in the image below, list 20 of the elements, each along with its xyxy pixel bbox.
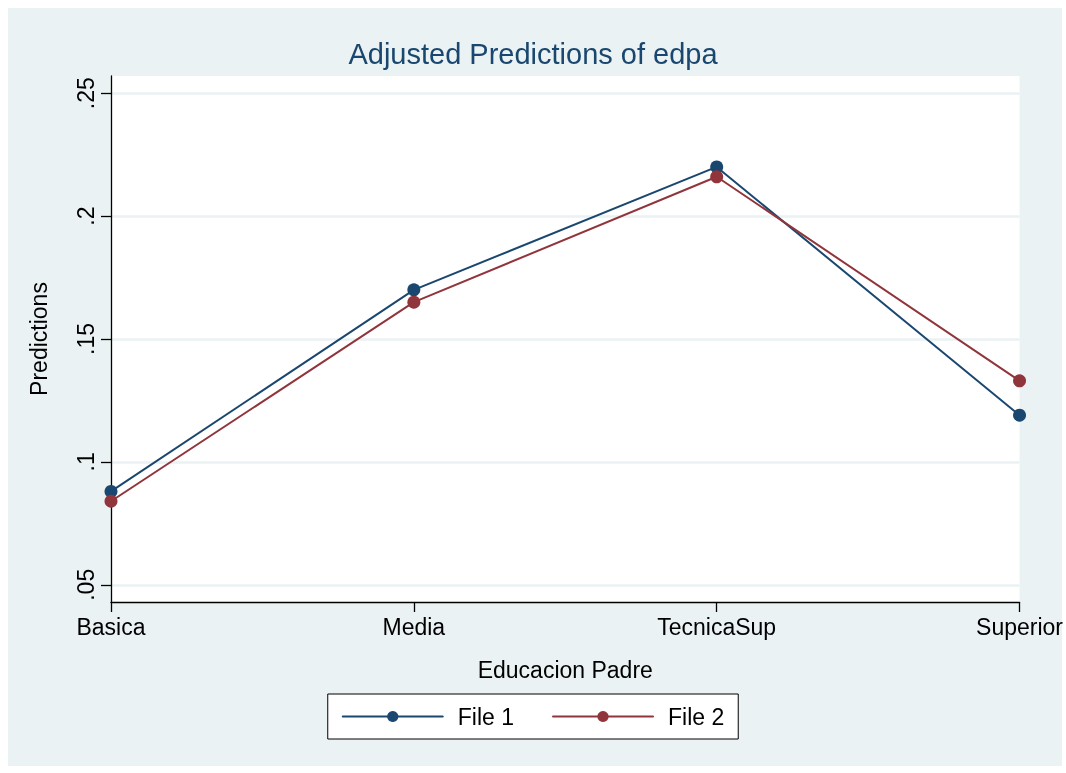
point: [407, 295, 421, 309]
point: [1013, 374, 1027, 388]
legend-label: File 2: [668, 703, 725, 730]
chart-title: Adjusted Predictions of edpa: [348, 37, 719, 70]
y-axis-title: Predictions: [25, 282, 52, 396]
y-tick-label: .15: [72, 323, 99, 355]
y-tick-label: .2: [72, 206, 99, 226]
point: [104, 494, 118, 508]
y-tick-label: .25: [72, 77, 99, 110]
x-tick-label: TecnicaSup: [657, 613, 777, 640]
point: [1013, 408, 1027, 422]
x-tick-label: Superior: [976, 613, 1064, 640]
x-axis-title: Educacion Padre: [477, 656, 653, 683]
legend-label: File 1: [457, 703, 515, 730]
x-tick-label: Basica: [76, 613, 146, 640]
point: [407, 283, 421, 297]
point: [710, 170, 724, 184]
y-tick-label: .05: [72, 568, 99, 601]
x-tick-label: Media: [382, 613, 446, 640]
y-tick-label: .1: [72, 452, 99, 472]
